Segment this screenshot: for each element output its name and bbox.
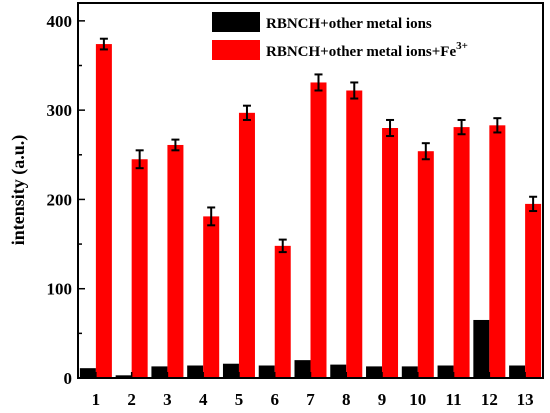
x-tick-label: 4 [199,390,208,409]
x-tick-label: 11 [446,390,462,409]
bar-series-2-6 [274,245,291,378]
x-tick-label: 8 [342,390,351,409]
bar-series-2-12 [489,125,506,378]
x-tick-label: 10 [409,390,426,409]
bar-series-1-4 [187,365,204,378]
x-tick-label: 6 [270,390,279,409]
bar-series-2-8 [346,90,363,378]
legend-swatch-red [212,40,260,60]
x-tick-label: 7 [306,390,315,409]
bar-series-1-9 [366,366,383,378]
bar-series-1-7 [294,360,311,378]
bar-series-1-8 [330,364,347,378]
legend-label-series-2: RBNCH+other metal ions+Fe3+ [266,40,468,60]
y-tick-label: 400 [47,12,73,31]
bar-series-2-1 [95,44,112,378]
bar-series-2-13 [525,203,542,378]
bar-series-2-4 [203,216,220,378]
bar-series-1-11 [437,365,454,378]
x-tick-label: 5 [235,390,244,409]
bar-series-2-7 [310,82,327,378]
bar-series-1-10 [401,366,418,378]
legend-label-series-1: RBNCH+other metal ions [266,16,432,32]
x-tick-label: 12 [481,390,498,409]
y-tick-label: 100 [47,280,73,299]
bar-series-2-5 [238,112,255,379]
bar-series-2-3 [167,144,184,378]
bars-layer [79,44,542,379]
bar-series-1-2 [115,375,132,378]
bar-series-1-13 [509,365,526,378]
y-tick-label: 300 [47,101,73,120]
x-tick-label: 2 [127,390,136,409]
y-axis: 0 100 200 300 400 [47,12,85,388]
bar-series-2-11 [453,127,470,378]
bar-series-1-5 [222,363,239,378]
y-tick-label: 200 [47,190,73,209]
bar-series-2-2 [131,159,148,378]
x-tick-label: 9 [378,390,387,409]
x-axis: 1 2 3 4 5 6 7 8 9 10 11 12 13 [92,372,534,409]
x-tick-label: 3 [163,390,172,409]
bar-series-1-1 [79,368,96,378]
bar-series-2-10 [417,151,434,378]
y-tick-label: 0 [64,369,73,388]
legend-label-series-2-sup: 3+ [456,40,468,52]
legend-label-series-2-main: RBNCH+other metal ions+Fe [266,44,456,60]
error-bars-layer [99,37,538,254]
x-tick-label: 1 [92,390,101,409]
bar-series-1-6 [258,365,275,378]
bar-series-1-3 [151,366,168,378]
x-tick-label: 13 [517,390,534,409]
bar-series-1-12 [473,319,490,378]
bar-series-2-9 [382,128,399,378]
legend-swatch-black [212,12,260,32]
y-axis-label: intensity (a.u.) [8,135,29,246]
legend: RBNCH+other metal ions RBNCH+other metal… [212,12,468,60]
